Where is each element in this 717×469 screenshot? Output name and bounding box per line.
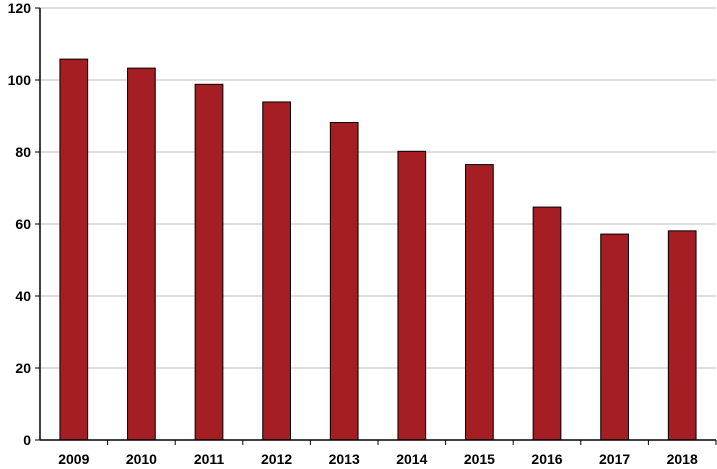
y-tick-label: 80 <box>15 144 31 160</box>
x-tick-label: 2013 <box>329 451 360 467</box>
x-tick-label: 2009 <box>58 451 89 467</box>
y-tick-label: 60 <box>15 216 31 232</box>
y-tick-label: 0 <box>23 432 31 448</box>
bars <box>59 58 697 441</box>
x-tick-label: 2015 <box>464 451 495 467</box>
x-tick-label: 2018 <box>667 451 698 467</box>
y-axis-ticks: 0 20 40 60 80 100 120 <box>8 0 40 448</box>
x-tick-label: 2010 <box>126 451 157 467</box>
y-tick-label: 40 <box>15 288 31 304</box>
bar-2017 <box>600 233 629 441</box>
bar-2016 <box>532 206 562 441</box>
bar-2010 <box>127 67 156 441</box>
bar-2014 <box>397 150 427 441</box>
x-tick-label: 2017 <box>599 451 630 467</box>
x-tick-label: 2011 <box>194 451 225 467</box>
x-tick-label: 2016 <box>531 451 562 467</box>
x-tick-label: 2014 <box>396 451 427 467</box>
bar-2015 <box>465 164 494 441</box>
bar-2012 <box>262 101 291 441</box>
x-axis-ticks: 2009 2010 2011 2012 2013 2014 2015 2016 2017 2018 <box>58 440 717 467</box>
bar-2013 <box>329 121 359 441</box>
x-tick-label: 2012 <box>261 451 292 467</box>
y-tick-label: 120 <box>8 0 32 16</box>
y-tick-label: 20 <box>15 360 31 376</box>
bar-2009 <box>59 58 89 441</box>
bar-2011 <box>194 83 224 441</box>
y-tick-label: 100 <box>8 72 32 88</box>
bar-2018 <box>667 230 697 441</box>
